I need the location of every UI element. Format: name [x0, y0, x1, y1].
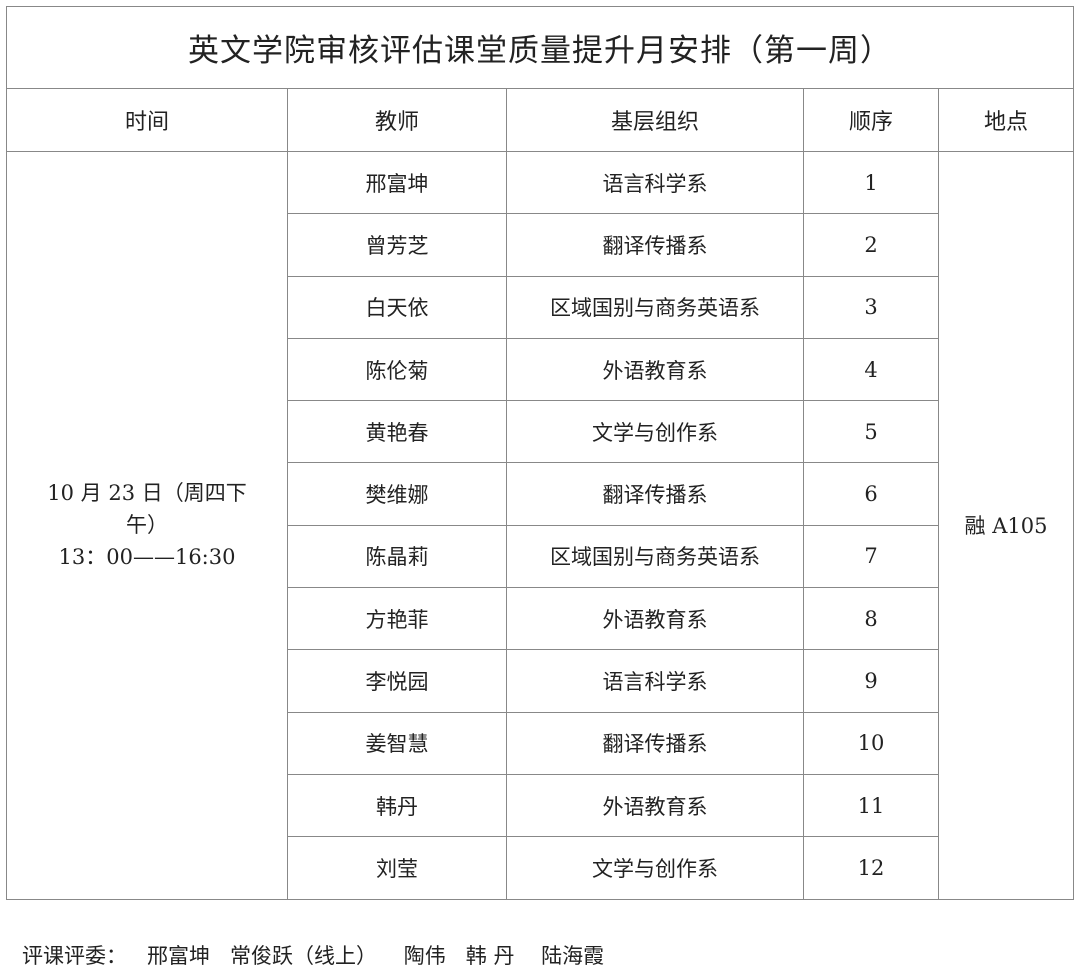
order-cell: 1 — [803, 150, 939, 215]
order-cell: 12 — [803, 836, 939, 900]
org-cell: 区域国别与商务英语系 — [506, 524, 804, 589]
order-cell: 4 — [803, 337, 939, 402]
org-cell: 外语教育系 — [506, 773, 804, 838]
time-range: 13：00——16:30 — [58, 545, 236, 570]
table-row: 刘莹 文学与创作系 12 — [7, 836, 1074, 900]
teacher-cell: 方艳菲 — [287, 587, 507, 651]
org-cell: 翻译传播系 — [506, 711, 804, 775]
order-cell: 6 — [803, 462, 939, 526]
teacher-cell: 白天依 — [287, 275, 507, 339]
org-cell: 语言科学系 — [506, 150, 804, 215]
page-title: 英文学院审核评估课堂质量提升月安排（第一周） — [6, 6, 1074, 89]
order-cell: 10 — [803, 711, 939, 775]
time-cell: 10 月 23 日（周四下午） 13：00——16:30 — [6, 151, 288, 900]
header-time: 时间 — [6, 88, 288, 152]
org-cell: 区域国别与商务英语系 — [506, 275, 804, 339]
org-cell: 外语教育系 — [506, 337, 804, 402]
table-row: 曾芳芝 翻译传播系 2 — [7, 213, 1074, 277]
teacher-cell: 韩丹 — [287, 773, 507, 838]
schedule-table: 英文学院审核评估课堂质量提升月安排（第一周） 时间 教师 基层组织 顺序 地点 … — [6, 6, 1074, 900]
org-cell: 语言科学系 — [506, 649, 804, 713]
order-cell: 7 — [803, 524, 939, 589]
header-org: 基层组织 — [506, 88, 804, 152]
table-row: 陈晶莉 区域国别与商务英语系 7 — [7, 524, 1074, 589]
teacher-cell: 李悦园 — [287, 649, 507, 713]
order-cell: 9 — [803, 649, 939, 713]
table-row: 10 月 23 日（周四下午） 13：00——16:30 邢富坤 语言科学系 1 融 A1… — [6, 150, 1074, 900]
location-cell: 融 A105 — [938, 151, 1074, 900]
org-cell: 翻译传播系 — [506, 213, 804, 277]
teacher-cell: 樊维娜 — [287, 462, 507, 526]
table-row: 李悦园 语言科学系 9 — [7, 649, 1074, 713]
org-cell: 翻译传播系 — [506, 462, 804, 526]
table-row: 姜智慧 翻译传播系 10 — [7, 711, 1074, 775]
teacher-cell: 陈伦菊 — [287, 337, 507, 402]
table-row: 陈伦菊 外语教育系 4 — [7, 337, 1074, 402]
org-cell: 文学与创作系 — [506, 400, 804, 464]
teacher-cell: 刘莹 — [287, 836, 507, 900]
teacher-cell: 黄艳春 — [287, 400, 507, 464]
teacher-cell: 陈晶莉 — [287, 524, 507, 589]
teacher-cell: 邢富坤 — [287, 150, 507, 215]
org-cell: 外语教育系 — [506, 587, 804, 651]
header-row: 时间 教师 基层组织 顺序 地点 — [6, 88, 1074, 152]
header-teacher: 教师 — [287, 88, 507, 152]
org-cell: 文学与创作系 — [506, 836, 804, 900]
header-order: 顺序 — [803, 88, 939, 152]
table-row: 方艳菲 外语教育系 8 — [7, 587, 1074, 651]
header-location: 地点 — [938, 88, 1074, 152]
order-cell: 2 — [803, 213, 939, 277]
order-cell: 5 — [803, 400, 939, 464]
table-row: 韩丹 外语教育系 11 — [7, 773, 1074, 838]
teacher-cell: 曾芳芝 — [287, 213, 507, 277]
judges-line: 评课评委： 邢富坤 常俊跃（线上） 陶伟 韩 丹 陆海霞 — [22, 944, 605, 968]
order-cell: 11 — [803, 773, 939, 838]
teacher-cell: 姜智慧 — [287, 711, 507, 775]
time-date: 10 月 23 日（周四下午） — [47, 481, 247, 538]
order-cell: 3 — [803, 275, 939, 339]
order-cell: 8 — [803, 587, 939, 651]
